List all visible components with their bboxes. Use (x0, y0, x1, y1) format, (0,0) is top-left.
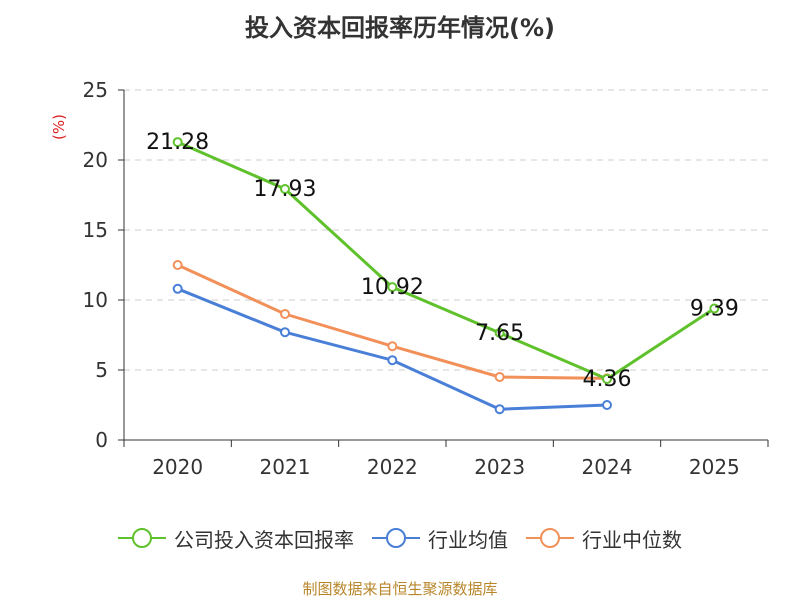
y-tick-label: 10 (83, 288, 108, 312)
x-tick-label: 2025 (689, 455, 740, 479)
data-point-1 (602, 400, 612, 410)
data-point-2 (387, 341, 398, 352)
y-tick-label: 25 (83, 78, 108, 102)
y-tick-label: 5 (95, 358, 108, 382)
data-point-0 (494, 327, 505, 338)
legend-label-company: 公司投入资本回报率 (174, 527, 354, 552)
data-label: 4.36 (583, 367, 632, 392)
data-point-2 (280, 309, 290, 319)
data-label: 10.92 (361, 275, 424, 300)
y-tick-label: 15 (83, 218, 108, 242)
chart-title: 投入资本回报率历年情况(%) (245, 14, 555, 42)
y-tick-label: 0 (95, 428, 108, 452)
data-point-2 (494, 372, 505, 382)
data-label: 21.28 (146, 130, 209, 155)
legend-item-industry-median[interactable]: 行业中位数 (526, 524, 682, 553)
x-tick-label: 2022 (367, 455, 418, 479)
data-point-0 (602, 373, 612, 384)
legend-marker-company (118, 528, 166, 548)
data-label: 17.93 (254, 177, 317, 202)
y-tick-label: 20 (83, 148, 108, 172)
data-point-1 (280, 327, 290, 338)
legend-marker-industry-median (526, 528, 574, 548)
data-point-1 (494, 404, 505, 415)
legend: 公司投入资本回报率 行业均值 行业中位数 (0, 518, 800, 558)
data-point-1 (387, 355, 398, 366)
data-point-0 (709, 303, 720, 314)
legend-item-company[interactable]: 公司投入资本回报率 (118, 524, 354, 553)
legend-item-industry-mean[interactable]: 行业均值 (372, 524, 508, 553)
source-footer: 制图数据来自恒生聚源数据库 (302, 580, 498, 598)
data-point-0 (172, 137, 183, 148)
data-point-0 (280, 183, 290, 194)
legend-marker-industry-mean (372, 528, 420, 548)
data-point-1 (172, 283, 183, 294)
data-point-0 (387, 282, 398, 293)
x-tick-label: 2021 (260, 455, 311, 479)
x-tick-label: 2023 (474, 455, 525, 479)
data-label: 9.39 (690, 297, 739, 322)
data-point-2 (172, 260, 183, 270)
x-tick-label: 2024 (582, 455, 633, 479)
legend-label-industry-median: 行业中位数 (582, 527, 682, 552)
y-axis-unit: (%) (50, 114, 68, 140)
x-tick-label: 2020 (152, 455, 203, 479)
series-line-0 (177, 140, 716, 381)
data-label: 7.65 (475, 321, 524, 346)
legend-label-industry-mean: 行业均值 (428, 527, 508, 552)
